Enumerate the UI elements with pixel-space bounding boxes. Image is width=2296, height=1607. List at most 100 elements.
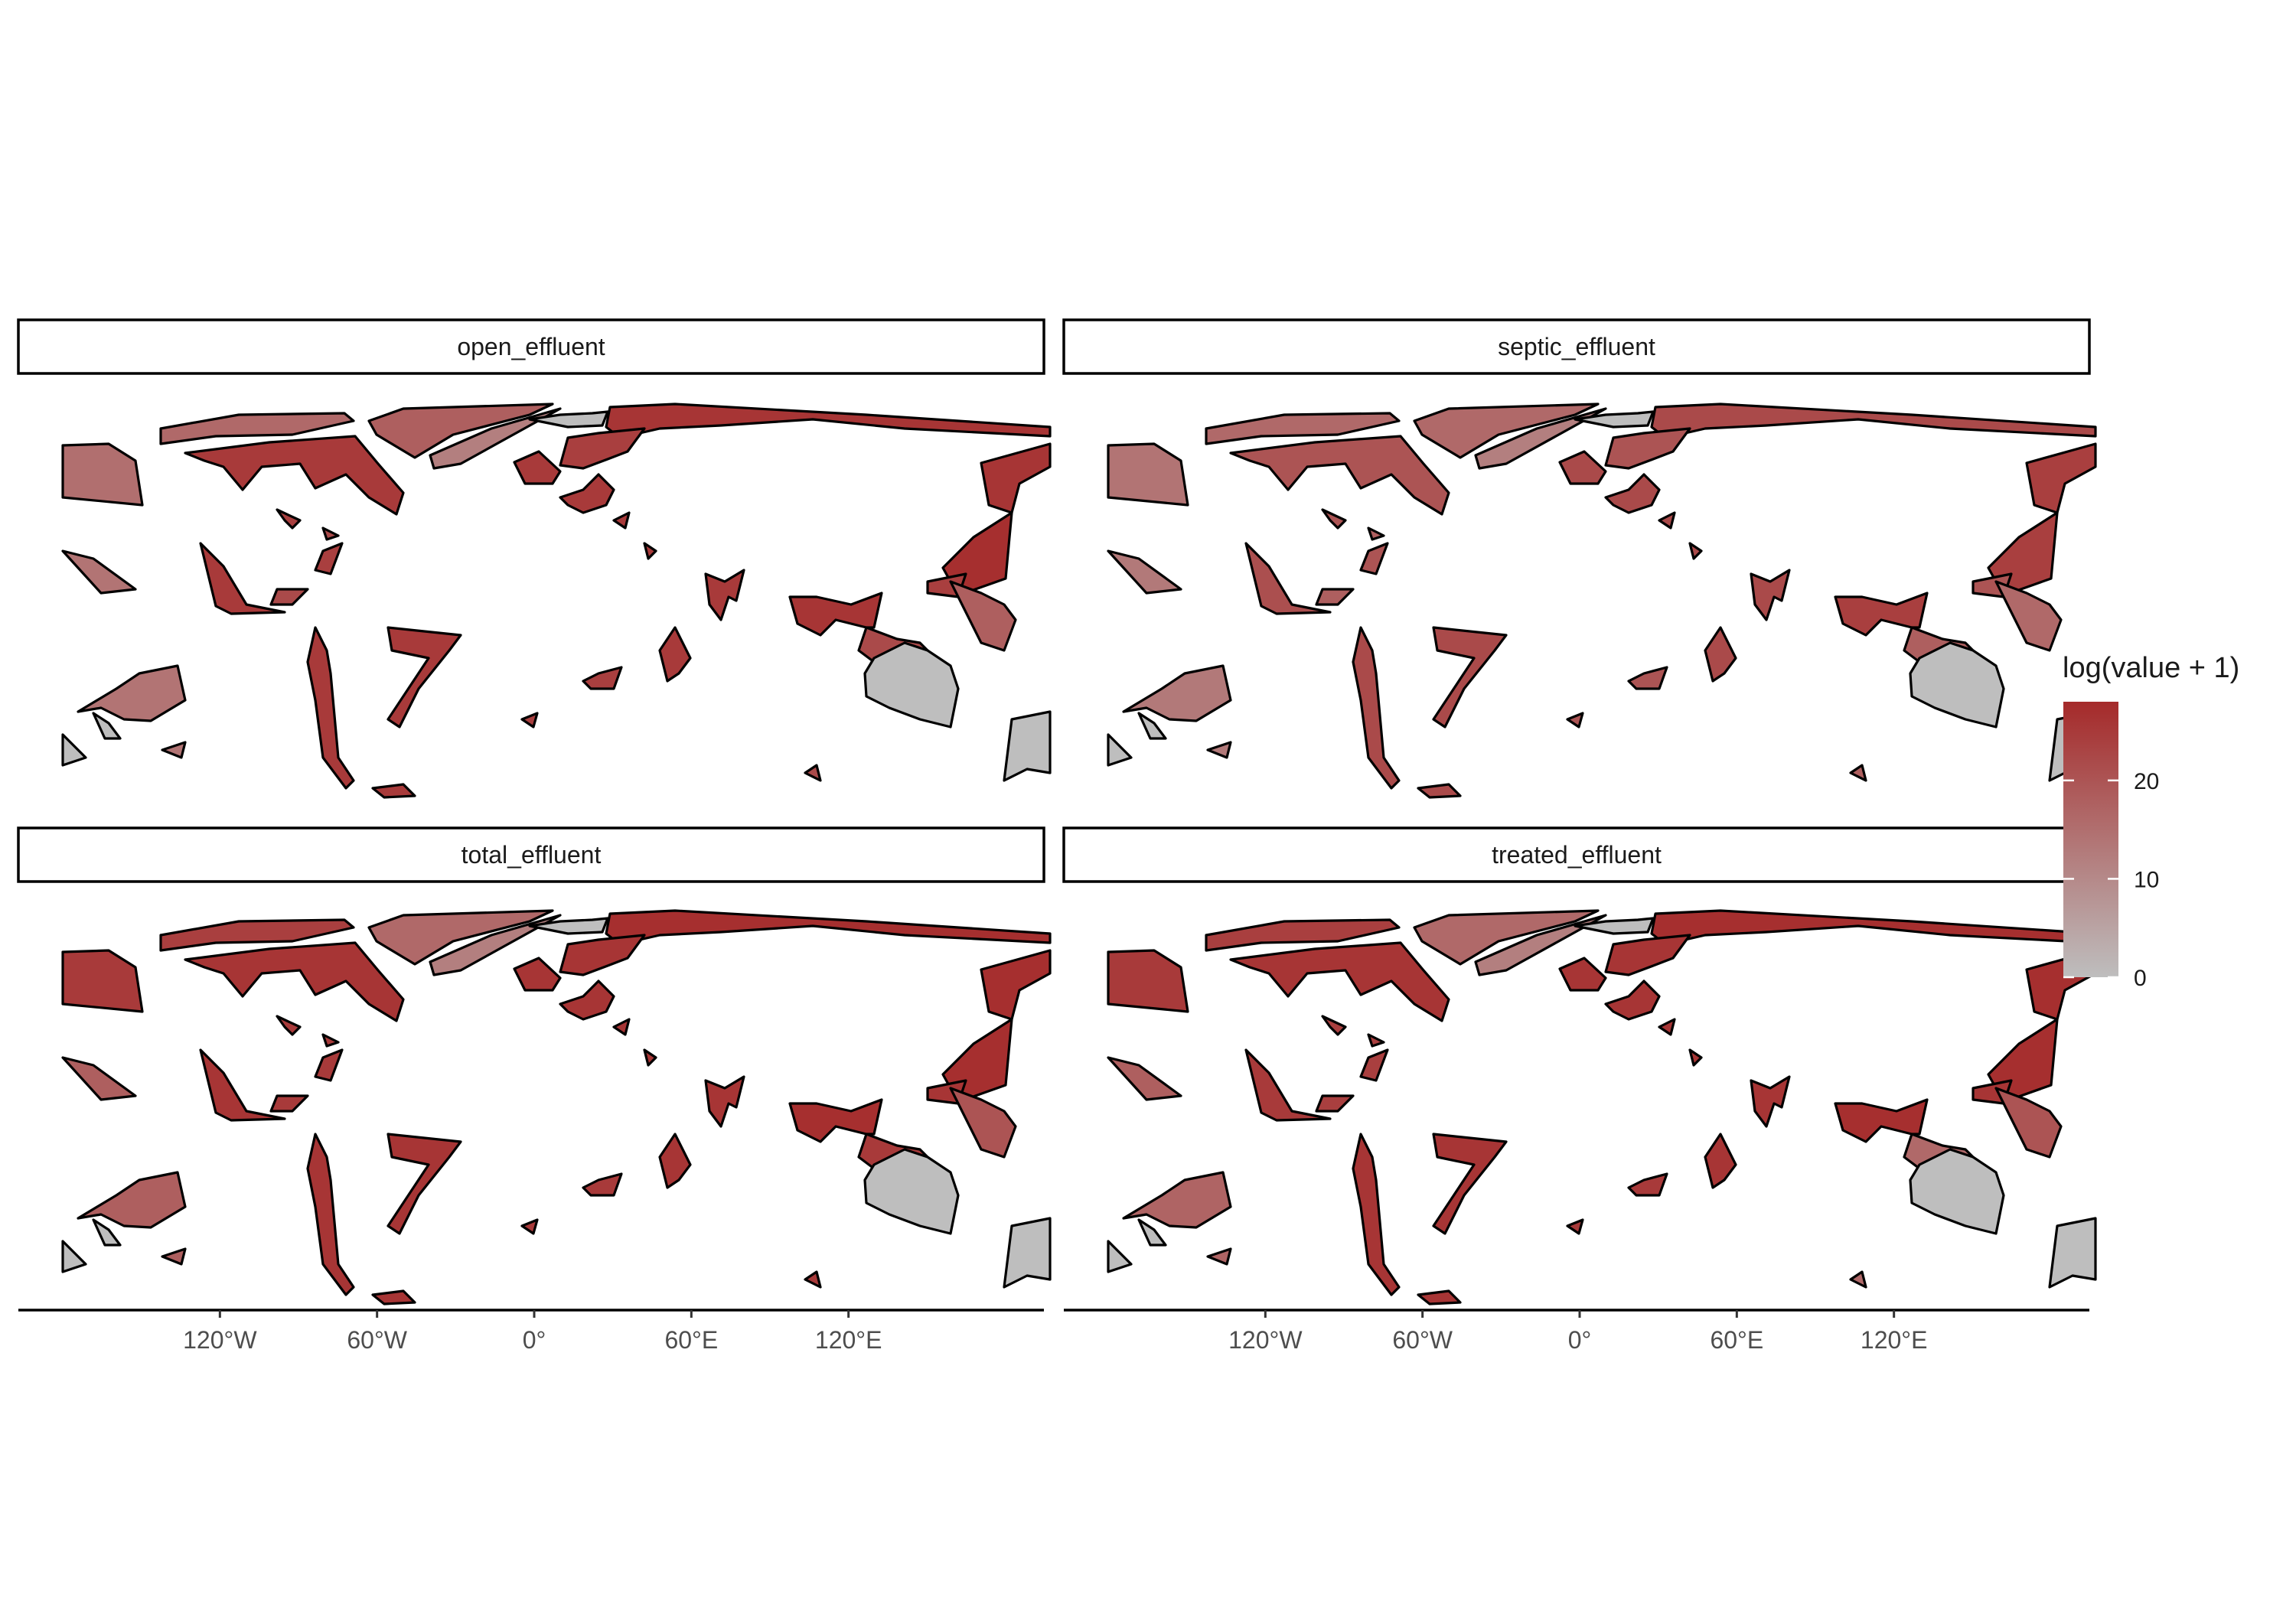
region-africa-e-island (1688, 542, 1703, 560)
region-pacific-se (1107, 733, 1133, 767)
facet-strip-label: total_effluent (461, 841, 602, 869)
region-northern-asia (2025, 442, 2097, 514)
region-greenland (429, 914, 562, 976)
region-middle-east (1750, 569, 1791, 621)
region-maritime-se-asia (949, 1087, 1017, 1159)
region-canada-east (1229, 435, 1450, 516)
region-uk (513, 450, 562, 485)
region-south-america (306, 626, 355, 790)
region-scandinavia (1604, 934, 1691, 976)
legend-tick-label: 0 (2134, 966, 2147, 991)
region-canada-west (159, 412, 355, 445)
region-africa-e-island (643, 1048, 657, 1067)
region-south-america (1352, 626, 1401, 790)
facet-strip (17, 826, 1045, 883)
region-central-america-island (1367, 526, 1385, 541)
region-se-asia-island (804, 764, 822, 782)
region-se-asia-island (804, 1270, 822, 1289)
region-usa (61, 1056, 137, 1101)
region-pacific-w-island (161, 741, 187, 759)
region-greenland (1474, 914, 1607, 976)
region-maritime-se-asia (1994, 580, 2063, 652)
region-africa-w-island (520, 712, 539, 729)
region-australia (863, 641, 960, 729)
facet-strip-label: open_effluent (457, 333, 605, 360)
map-area (1107, 909, 2097, 1305)
region-se-asia-island (1849, 1270, 1867, 1289)
legend-colorbar (2063, 702, 2118, 977)
region-usa (61, 549, 137, 595)
region-alaska (1107, 442, 1189, 507)
region-australia (863, 1148, 960, 1235)
region-iceland (1574, 917, 1655, 935)
x-tick-label: 120°E (1861, 1326, 1928, 1354)
legend-tick-label: 20 (2134, 769, 2159, 794)
region-brazil (1432, 1133, 1508, 1235)
region-caribbean (1359, 1048, 1389, 1082)
region-scandinavia (1604, 427, 1691, 470)
map-area (61, 909, 1052, 1305)
region-pacific-w-island (161, 1247, 187, 1266)
x-tick-label: 120°E (815, 1326, 882, 1354)
region-iceland (528, 917, 609, 935)
facet-strip-label: treated_effluent (1492, 841, 1662, 869)
region-northern-asia (980, 949, 1052, 1021)
region-middle-east (1750, 1075, 1791, 1128)
legend-title: log(value + 1) (2063, 652, 2239, 684)
region-africa-e (658, 626, 692, 683)
region-canada-east (184, 941, 405, 1022)
region-usa (1107, 549, 1182, 595)
facet-strip (17, 318, 1045, 375)
region-uk (1558, 957, 1607, 992)
region-australia (1909, 1148, 2005, 1235)
region-south-america-island (371, 783, 416, 799)
region-pacific-w (1122, 664, 1232, 722)
region-middle-east (704, 569, 745, 621)
facet-panel: septic_effluent (1062, 318, 2097, 799)
region-pacific-w (77, 664, 187, 722)
region-iceland (1574, 410, 1655, 429)
x-tick-label: 60°E (664, 1326, 718, 1354)
region-maritime-se-asia (949, 580, 1017, 652)
region-europe (559, 980, 615, 1021)
x-tick-label: 0° (523, 1326, 546, 1354)
region-nz (1003, 710, 1052, 782)
region-canada-west (1205, 412, 1401, 445)
region-south-asia (788, 592, 883, 637)
region-canada-west (1205, 918, 1401, 952)
region-canada-east (184, 435, 405, 516)
region-middle-east-island (1658, 1018, 1676, 1036)
facet-panel: total_effluent 120°W 60°W 0° 60°E 120°E (17, 826, 1052, 1354)
region-se-asia-island (1849, 764, 1867, 782)
region-central-america (1315, 1094, 1355, 1113)
region-greenland (1474, 407, 1607, 470)
x-tick-label: 60°W (347, 1326, 407, 1354)
region-africa-e (658, 1133, 692, 1189)
region-south-america-island (371, 1289, 416, 1305)
region-south-america (306, 1133, 355, 1296)
region-africa-e-island (643, 542, 657, 560)
region-scandinavia (559, 934, 646, 976)
region-caribbean-island (1321, 508, 1347, 530)
region-middle-east-island (612, 511, 631, 530)
region-europe (1604, 980, 1661, 1021)
region-south-asia (1834, 592, 1929, 637)
region-usa (1107, 1056, 1182, 1101)
facet-panel: treated_effluent 120°W 60°W 0° 60°E 120°E (1062, 826, 2097, 1354)
region-africa-e-island (1688, 1048, 1703, 1067)
region-brazil (386, 626, 462, 729)
region-caribbean-island (1321, 1015, 1347, 1036)
region-canada-east (1229, 941, 1450, 1022)
region-arctic-islands (1413, 909, 1600, 966)
region-africa-w-island (520, 1218, 539, 1235)
region-caribbean-island (276, 1015, 302, 1036)
region-south-america (1352, 1133, 1401, 1296)
region-arctic-islands (367, 403, 554, 459)
x-tick-label: 60°E (1710, 1326, 1763, 1354)
region-pacific-w-island (1206, 1247, 1232, 1266)
region-canada-west (159, 918, 355, 952)
facet-strip (1062, 318, 2091, 375)
region-caribbean-island (276, 508, 302, 530)
color-legend: log(value + 1) 0 10 20 (2063, 652, 2239, 991)
